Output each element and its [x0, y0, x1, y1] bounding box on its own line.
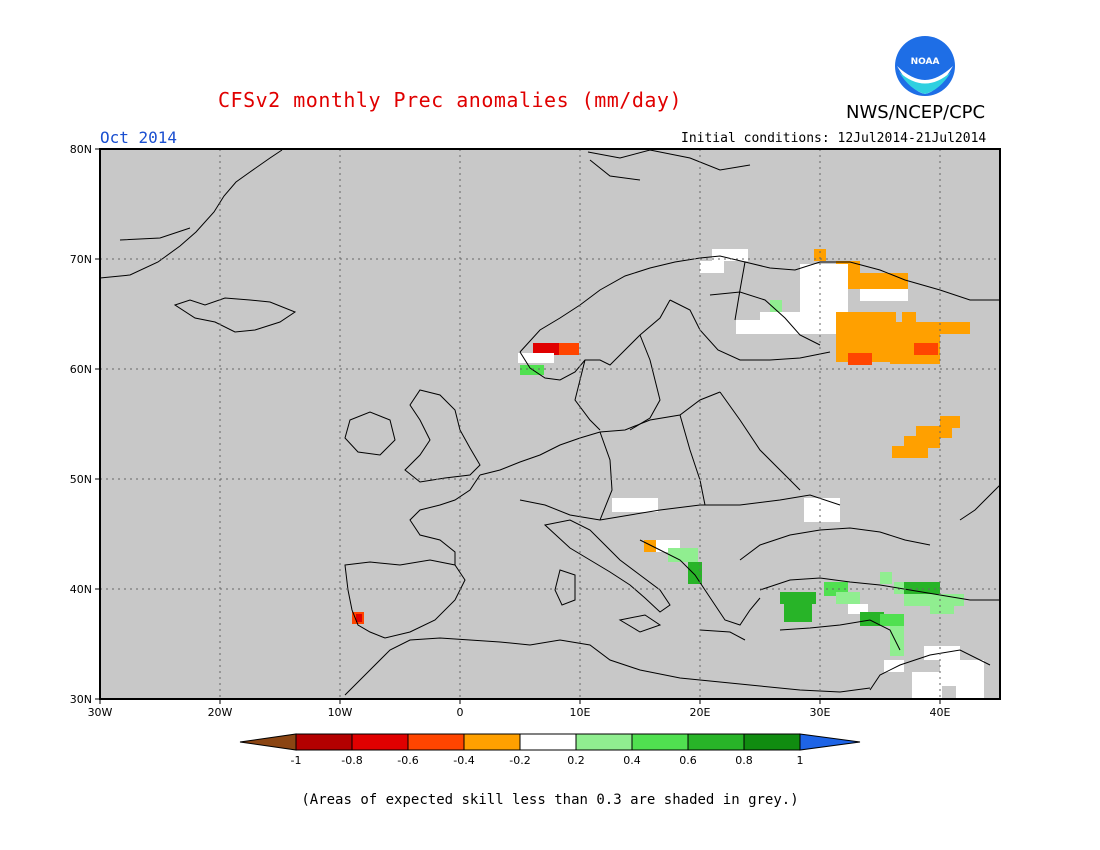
valid-month-label: Oct 2014: [100, 128, 178, 147]
lat-label: 40N: [70, 583, 92, 596]
colorbar-segment: [631, 733, 689, 751]
colorbar-label: 0.4: [623, 754, 641, 767]
organization-label: NWS/NCEP/CPC: [846, 102, 986, 123]
lat-label: 50N: [70, 473, 92, 486]
colorbar-labels: -1 -0.8 -0.6 -0.4 -0.2 0.2 0.4 0.6 0.8 1: [291, 754, 804, 767]
longitude-labels: 30W 20W 10W 0 10E 20E 30E 40E: [88, 706, 951, 719]
lon-label: 30W: [88, 706, 113, 719]
colorbar: -1 -0.8 -0.6 -0.4 -0.2 0.2 0.4 0.6 0.8 1: [239, 733, 861, 767]
lon-label: 20W: [208, 706, 233, 719]
map-frame: [99, 148, 1001, 700]
colorbar-segment: [407, 733, 465, 751]
lon-label: 20E: [690, 706, 711, 719]
colorbar-segment: [295, 733, 353, 751]
colorbar-label: -1: [291, 754, 302, 767]
latitude-labels: 80N 70N 60N 50N 40N 30N: [70, 143, 92, 706]
lat-label: 80N: [70, 143, 92, 156]
colorbar-label: -0.6: [397, 754, 418, 767]
colorbar-segment: [351, 733, 409, 751]
colorbar-label: 0.2: [567, 754, 585, 767]
map-panel: 80N 70N 60N 50N 40N 30N 30W 20W 10W 0 10…: [70, 143, 1001, 719]
noaa-logo: NOAA: [895, 36, 955, 96]
colorbar-label: 0.6: [679, 754, 697, 767]
colorbar-segment: [519, 733, 577, 751]
lat-label: 70N: [70, 253, 92, 266]
coastlines: [99, 149, 1001, 696]
gridlines: [100, 149, 1000, 699]
colorbar-segment: [463, 733, 521, 751]
colorbar-label: -0.8: [341, 754, 362, 767]
initial-conditions-label: Initial conditions: 12Jul2014-21Jul2014: [681, 131, 987, 146]
lat-label: 30N: [70, 693, 92, 706]
colorbar-label: -0.4: [453, 754, 474, 767]
lat-label: 60N: [70, 363, 92, 376]
colorbar-label: 0.8: [735, 754, 753, 767]
footnote: (Areas of expected skill less than 0.3 a…: [301, 792, 799, 808]
lon-label: 0: [457, 706, 464, 719]
colorbar-arrow-right: [799, 733, 861, 751]
lon-label: 40E: [930, 706, 951, 719]
lon-label: 30E: [810, 706, 831, 719]
lon-label: 10E: [570, 706, 591, 719]
tick-marks: [95, 148, 941, 704]
colorbar-arrow-left: [239, 733, 297, 751]
colorbar-segment: [575, 733, 633, 751]
colorbar-segment: [743, 733, 801, 751]
map-title: CFSv2 monthly Prec anomalies (mm/day): [217, 88, 683, 112]
colorbar-label: 1: [797, 754, 804, 767]
colorbar-label: -0.2: [509, 754, 530, 767]
logo-text: NOAA: [911, 57, 940, 67]
colorbar-segment: [687, 733, 745, 751]
lon-label: 10W: [328, 706, 353, 719]
